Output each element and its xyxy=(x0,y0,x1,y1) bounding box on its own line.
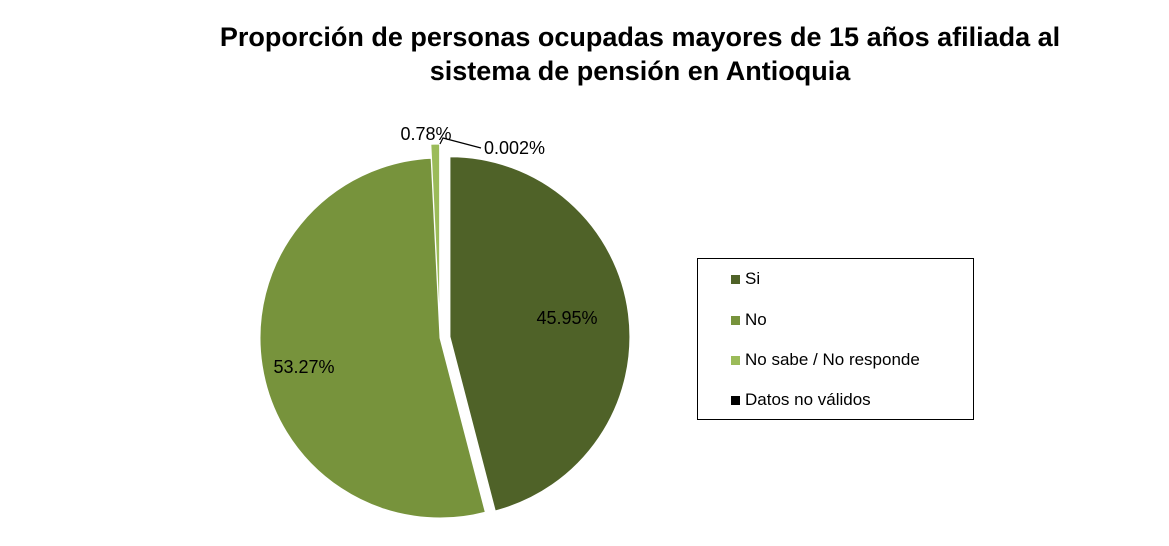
legend-label-si: Si xyxy=(745,269,761,288)
legend-item-no-sabe: No sabe / No responde xyxy=(731,350,920,370)
chart-title: Proporción de personas ocupadas mayores … xyxy=(130,20,1150,88)
chart-title-line-2: sistema de pensión en Antioquia xyxy=(429,56,851,86)
leader-line-datos-no-validos xyxy=(439,137,482,149)
legend-item-datos-no-validos: Datos no válidos xyxy=(731,390,871,410)
legend-item-no: No xyxy=(731,310,767,330)
legend-item-si: Si xyxy=(731,269,760,289)
legend-swatch-no xyxy=(731,315,740,325)
legend-label-datos-no-validos: Datos no válidos xyxy=(745,390,871,409)
legend-label-no: No xyxy=(745,310,767,329)
legend-swatch-no-sabe xyxy=(731,355,740,365)
legend: Si No No sabe / No responde Datos no vál… xyxy=(697,258,974,420)
data-label-no: 53.27% xyxy=(273,357,334,377)
legend-swatch-datos-no-validos xyxy=(731,395,740,405)
legend-swatch-si xyxy=(731,274,740,284)
data-label-datos-no-validos: 0.002% xyxy=(484,138,545,158)
legend-label-no-sabe: No sabe / No responde xyxy=(745,350,920,369)
pie-slice-no xyxy=(259,157,486,519)
data-label-no-sabe: 0.78% xyxy=(400,124,451,144)
chart-title-line-1: Proporción de personas ocupadas mayores … xyxy=(219,22,1061,52)
pie-slice-si xyxy=(449,156,631,512)
data-label-si: 45.95% xyxy=(536,308,597,328)
